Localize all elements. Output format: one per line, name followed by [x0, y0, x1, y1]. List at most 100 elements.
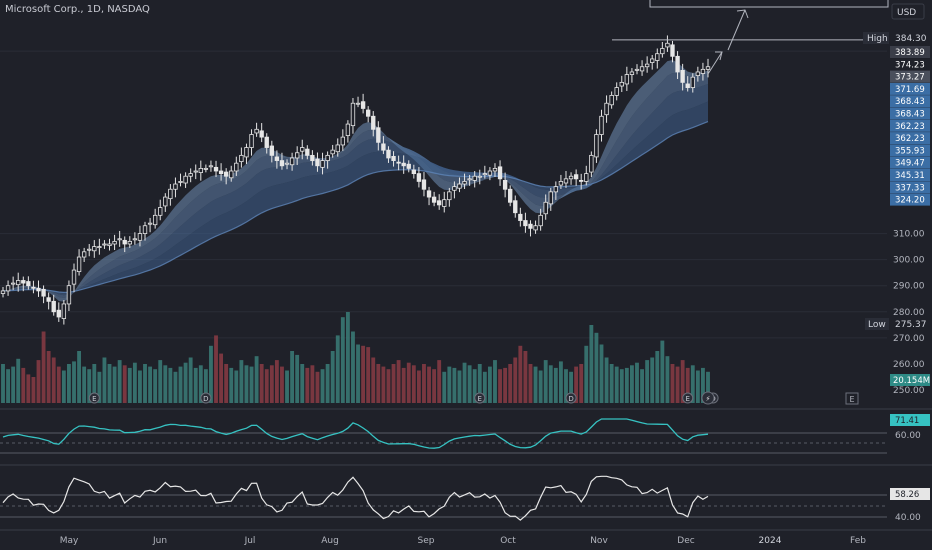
candle-body	[16, 280, 21, 286]
target-box	[649, 0, 889, 8]
right-price-label: 362.23	[895, 134, 925, 144]
volume-bar	[67, 364, 71, 403]
candle-body	[589, 154, 594, 173]
event-marker	[565, 392, 577, 404]
volume-bar	[558, 361, 563, 403]
candle-body	[198, 167, 203, 173]
ema-ribbon-band	[3, 73, 708, 298]
time-axis-label: Jun	[152, 536, 167, 546]
candle-body	[269, 145, 274, 156]
volume-bar	[665, 356, 670, 403]
candle-body	[294, 152, 300, 159]
volume-bar	[330, 351, 335, 403]
volume-bar	[234, 370, 239, 403]
candle-body	[467, 178, 472, 181]
candle-body	[624, 74, 630, 85]
candle-body	[411, 169, 417, 175]
event-marker	[474, 392, 486, 404]
volume-bar	[680, 360, 685, 403]
candle-body	[137, 233, 143, 241]
volume-bar	[107, 364, 112, 403]
candle-body	[335, 144, 340, 153]
volume-bar	[660, 340, 665, 403]
volume-bar	[427, 366, 431, 403]
candle-body	[188, 173, 193, 177]
candle-body	[300, 147, 305, 152]
symbol-title[interactable]: Microsoft Corp., 1D, NASDAQ	[5, 4, 150, 15]
volume-bar	[158, 360, 163, 403]
candle-body	[685, 83, 690, 88]
volume-bar	[117, 360, 122, 403]
candle-body	[51, 300, 56, 313]
volume-bar	[56, 366, 61, 403]
event-marker-label: E	[92, 395, 96, 403]
volume-bar	[259, 364, 264, 403]
volume-bar	[447, 366, 452, 403]
volume-bar	[239, 360, 244, 403]
volume-bar	[493, 360, 497, 403]
price-tick: 310.00	[893, 230, 925, 240]
volume-bar	[508, 364, 513, 403]
candle-body	[487, 170, 493, 176]
volume-bar	[254, 356, 259, 403]
volume-bar	[695, 370, 700, 403]
price-tick: 280.00	[893, 308, 925, 318]
volume-bar	[11, 366, 16, 403]
volume-bar	[635, 362, 639, 403]
right-price-label-box	[890, 70, 930, 83]
candle-body	[376, 127, 381, 143]
volume-bar	[112, 366, 117, 403]
right-price-label-box	[890, 95, 930, 108]
candle-body	[680, 69, 685, 83]
candle-body	[46, 297, 51, 302]
candle-body	[366, 109, 371, 117]
candle-body	[381, 143, 386, 151]
candle-body	[482, 173, 488, 176]
candle-body	[320, 160, 325, 168]
right-price-label-box	[890, 169, 930, 181]
volume-bar	[670, 364, 675, 403]
volume-bar	[650, 357, 655, 403]
volume-bar	[477, 364, 482, 403]
right-price-label: 345.31	[895, 171, 925, 181]
event-marker-label: D	[203, 395, 208, 403]
time-axis-label: Jul	[244, 536, 256, 546]
candle-body	[355, 102, 361, 105]
candle-body	[609, 95, 614, 106]
volume-bar	[163, 365, 168, 403]
candle-body	[665, 42, 670, 48]
candle-body	[437, 200, 442, 206]
volume-bar	[188, 357, 193, 403]
low-label: Low	[868, 320, 886, 330]
right-price-label-box	[890, 58, 930, 71]
candle-body	[310, 154, 315, 161]
time-axis-label: 2024	[759, 536, 782, 546]
candle-body	[528, 223, 533, 229]
right-price-label: 355.93	[895, 146, 925, 156]
arrow-head	[715, 51, 723, 61]
volume-bar	[396, 360, 401, 403]
volume-bar	[533, 366, 538, 403]
price-tick: 290.00	[893, 282, 925, 292]
volume-bar	[269, 365, 274, 403]
low-label-box	[865, 318, 889, 330]
volume-bar	[406, 362, 411, 403]
ema-slow-line	[2, 121, 709, 294]
candle-body	[127, 240, 132, 245]
candle-body	[584, 173, 589, 182]
candle-body	[700, 68, 706, 74]
volume-bar	[345, 312, 350, 403]
time-axis-label: Nov	[590, 536, 608, 546]
price-tick: 300.00	[893, 256, 925, 266]
volume-bar	[472, 369, 477, 403]
candle-body	[462, 181, 467, 185]
volume-bar	[153, 369, 158, 403]
volume-bar	[503, 367, 508, 403]
event-marker-label: E	[478, 395, 482, 403]
candle-body	[289, 157, 295, 166]
candle-body	[26, 281, 31, 287]
candle-body	[112, 240, 117, 245]
currency-box	[891, 3, 925, 20]
